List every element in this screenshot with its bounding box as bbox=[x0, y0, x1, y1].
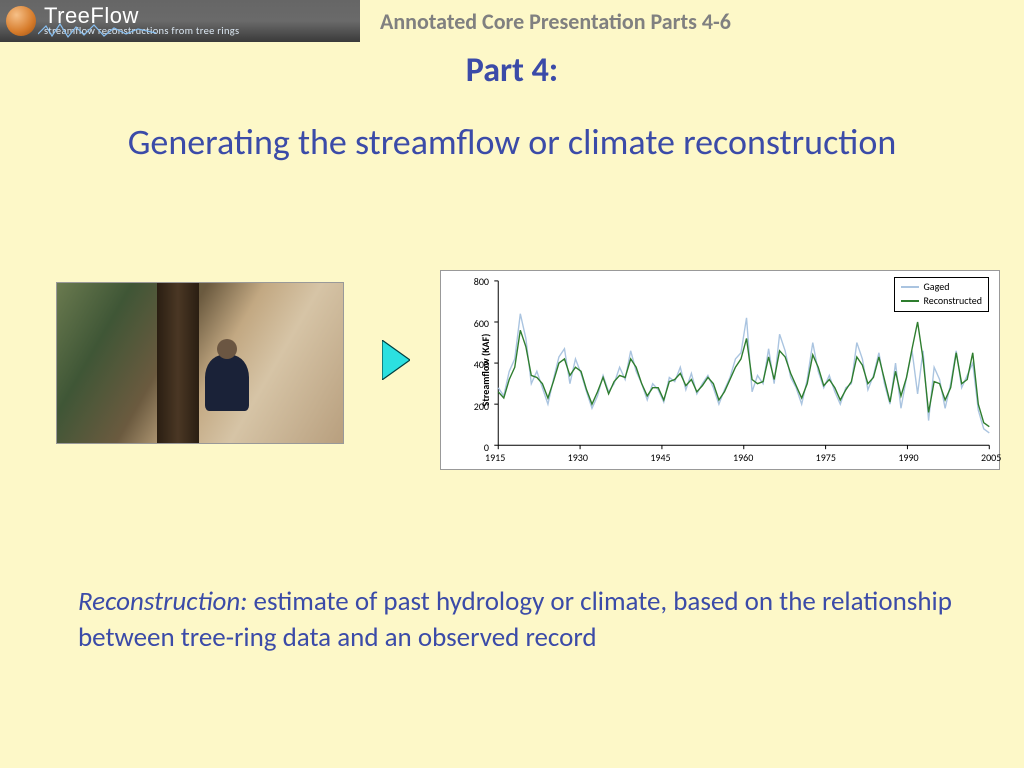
streamflow-chart: Streamflow (KAF) GagedReconstructed 0200… bbox=[440, 270, 1000, 470]
person-shape bbox=[205, 355, 249, 411]
slide-subtitle: Generating the streamflow or climate rec… bbox=[0, 120, 1024, 165]
chart-ytick: 400 bbox=[474, 358, 489, 371]
chart-legend: GagedReconstructed bbox=[894, 277, 990, 312]
legend-label: Reconstructed bbox=[924, 294, 983, 308]
chart-xtick: 1960 bbox=[733, 451, 753, 464]
logo-bar: TreeFlow streamflow reconstructions from… bbox=[0, 0, 360, 42]
chart-ytick: 200 bbox=[474, 400, 489, 413]
chart-xtick: 1990 bbox=[898, 451, 918, 464]
definition-term: Reconstruction: bbox=[78, 585, 247, 618]
legend-swatch bbox=[901, 300, 919, 302]
logo-subtitle: streamflow reconstructions from tree rin… bbox=[44, 26, 239, 37]
chart-ytick: 600 bbox=[474, 317, 489, 330]
field-photo bbox=[56, 282, 344, 444]
chart-xtick: 1975 bbox=[816, 451, 836, 464]
page-title: Annotated Core Presentation Parts 4-6 bbox=[380, 8, 731, 35]
definition-text: Reconstruction: estimate of past hydrolo… bbox=[78, 584, 958, 657]
legend-item: Gaged bbox=[901, 280, 983, 294]
logo-text-block: TreeFlow streamflow reconstructions from… bbox=[44, 5, 239, 37]
part-heading: Part 4: bbox=[0, 50, 1024, 91]
legend-swatch bbox=[901, 286, 919, 288]
arrow-right-icon bbox=[382, 340, 410, 380]
logo-icon bbox=[6, 6, 36, 36]
tree-trunk-shape bbox=[157, 283, 199, 444]
legend-item: Reconstructed bbox=[901, 294, 983, 308]
chart-xtick: 2005 bbox=[981, 451, 1001, 464]
chart-xtick: 1930 bbox=[568, 451, 588, 464]
chart-xtick: 1915 bbox=[485, 451, 505, 464]
chart-ytick: 800 bbox=[474, 275, 489, 288]
chart-xtick: 1945 bbox=[650, 451, 670, 464]
person-head-shape bbox=[217, 339, 237, 359]
legend-label: Gaged bbox=[924, 280, 950, 294]
